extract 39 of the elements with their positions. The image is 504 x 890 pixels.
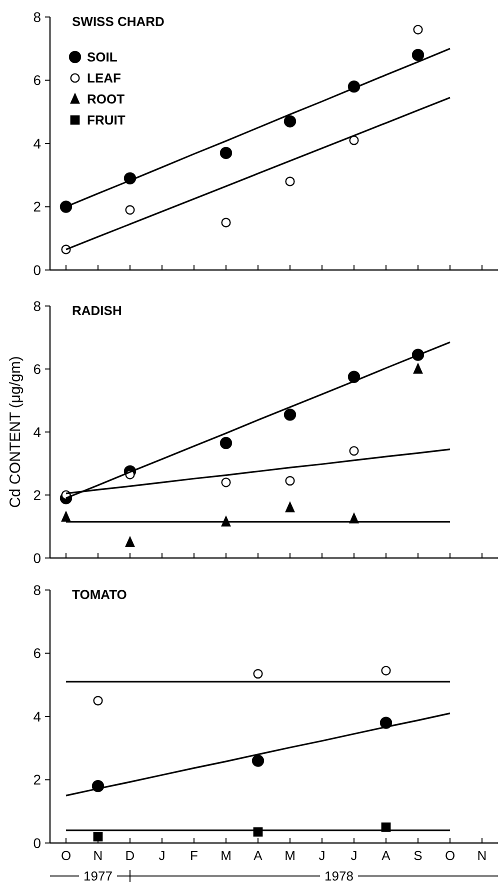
- x-tick-label: J: [350, 848, 358, 863]
- y-tick-label: 8: [33, 582, 42, 598]
- x-tick-label: J: [158, 848, 166, 863]
- text: 1977: [84, 868, 112, 884]
- x-tick-label: M: [284, 848, 296, 863]
- text: 1978: [324, 868, 354, 884]
- x-tick-label: M: [220, 848, 232, 863]
- x-tick-label: A: [382, 848, 391, 863]
- y-tick-label: 2: [33, 198, 42, 215]
- x-tick-label: J: [318, 848, 326, 863]
- x-tick-label: O: [444, 848, 456, 863]
- y-tick-label: 8: [33, 298, 42, 314]
- y-tick-label: 0: [33, 262, 42, 278]
- y-tick-label: 4: [33, 424, 42, 440]
- legend-label: LEAF: [87, 70, 121, 86]
- y-tick-label: 2: [33, 772, 42, 788]
- chart-title: RADISH: [72, 303, 122, 318]
- y-tick-label: 6: [33, 72, 42, 88]
- x-tick-label: F: [190, 848, 198, 863]
- x-tick-label: N: [477, 848, 487, 863]
- chart-title: SWISS CHARD: [72, 14, 164, 29]
- legend-label: FRUIT: [87, 112, 126, 128]
- y-tick-label: 4: [33, 708, 42, 724]
- y-tick-label: 6: [33, 645, 42, 662]
- y-tick-label: 6: [33, 360, 42, 377]
- chart-title: TOMATO: [72, 587, 127, 602]
- y-tick-label: 4: [33, 135, 42, 152]
- x-tick-label: A: [254, 848, 263, 863]
- legend-label: ROOT: [87, 92, 125, 107]
- y-tick-label: 0: [33, 834, 42, 851]
- y-axis-title: Cd CONTENT (μg/gm): [7, 356, 24, 508]
- x-tick-label: N: [93, 848, 103, 863]
- x-tick-label: O: [60, 848, 72, 863]
- x-tick-label: D: [125, 848, 135, 863]
- y-tick-label: 0: [33, 550, 42, 566]
- x-tick-label: S: [414, 848, 423, 863]
- y-tick-label: 8: [33, 8, 42, 25]
- legend-label: SOIL: [87, 50, 118, 65]
- y-tick-label: 2: [33, 486, 42, 503]
